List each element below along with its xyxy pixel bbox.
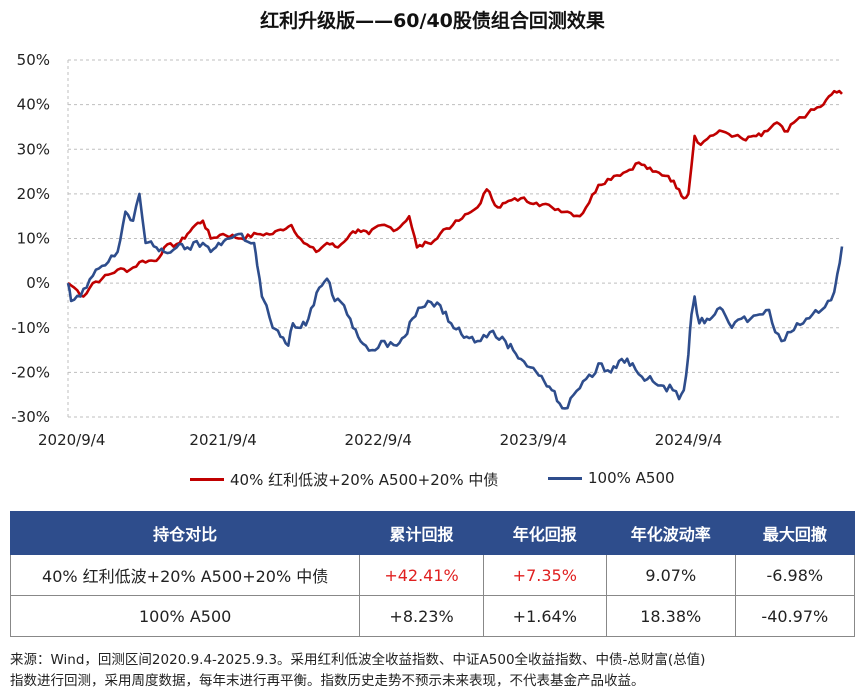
y-tick-label: 20% (17, 185, 50, 203)
stats-table: 持仓对比 累计回报 年化回报 年化波动率 最大回撤 40% 红利低波+20% A… (9, 511, 856, 637)
x-tick-label: 2023/9/4 (500, 431, 567, 449)
y-axis-ticks: 50% 40% 30% 20% 10% 0% -10% -20% -30% (11, 51, 50, 426)
header-drawdown: 最大回撤 (734, 511, 856, 555)
legend-item-portfolio: 40% 红利低波+20% A500+20% 中债 (190, 469, 498, 490)
source-note: 来源：Wind，回测区间2020.9.4-2025.9.3。采用红利低波全收益指… (10, 650, 860, 692)
chart-legend: 40% 红利低波+20% A500+20% 中债 100% A500 (0, 469, 865, 493)
row1-holding: 40% 红利低波+20% A500+20% 中债 (9, 554, 361, 596)
source-note-line2: 指数进行回测，采用周度数据，每年末进行再平衡。指数历史走势不预示未来表现，不代表… (10, 673, 645, 689)
x-tick-label: 2022/9/4 (345, 431, 412, 449)
header-volatility: 年化波动率 (605, 511, 736, 555)
table-row: 100% A500 +8.23% +1.64% 18.38% -40.97% (9, 595, 856, 637)
legend-item-a500: 100% A500 (548, 469, 675, 487)
table-row: 40% 红利低波+20% A500+20% 中债 +42.41% +7.35% … (9, 554, 856, 596)
y-tick-label: -30% (11, 408, 50, 426)
y-tick-label: 0% (26, 274, 50, 292)
y-tick-label: -10% (11, 319, 50, 337)
source-note-line1: 来源：Wind，回测区间2020.9.4-2025.9.3。采用红利低波全收益指… (10, 652, 706, 668)
chart-series (66, 89, 844, 410)
legend-swatch-a500 (548, 476, 582, 480)
legend-swatch-portfolio (190, 478, 224, 481)
table-header-row: 持仓对比 累计回报 年化回报 年化波动率 最大回撤 (9, 511, 856, 555)
line-chart: 50%40%30%20%10%0%-10%-20%-30% 2020/9/4 20… (11, 51, 844, 449)
header-annualized: 年化回报 (482, 511, 607, 555)
series-line-portfolio (67, 89, 843, 298)
row1-drawdown: -6.98% (734, 554, 856, 596)
header-holding: 持仓对比 (9, 511, 361, 555)
row1-annualized: +7.35% (482, 554, 607, 596)
row2-drawdown: -40.97% (734, 595, 856, 637)
legend-label-a500: 100% A500 (588, 469, 675, 487)
row2-annualized: +1.64% (482, 595, 607, 637)
row2-volatility: 18.38% (605, 595, 736, 637)
legend-label-portfolio: 40% 红利低波+20% A500+20% 中债 (230, 471, 499, 489)
header-cumulative: 累计回报 (359, 511, 484, 555)
y-tick-label: -20% (11, 363, 50, 381)
row2-holding: 100% A500 (9, 595, 361, 637)
row1-volatility: 9.07% (605, 554, 736, 596)
y-tick-label: 40% (17, 96, 50, 114)
chart-grid (67, 59, 842, 418)
series-line-a500 (66, 192, 844, 410)
x-tick-label: 2024/9/4 (655, 431, 722, 449)
chart-title: 红利升级版——60/40股债组合回测效果 (260, 10, 605, 32)
x-tick-label: 2020/9/4 (38, 431, 105, 449)
y-tick-label: 30% (17, 140, 50, 158)
row1-cumulative: +42.41% (359, 554, 484, 596)
y-tick-label: 10% (17, 230, 50, 248)
x-axis-ticks: 2020/9/4 2021/9/4 2022/9/4 2023/9/4 2024/9/4 (38, 431, 722, 449)
x-tick-label: 2021/9/4 (189, 431, 256, 449)
y-tick-label: 50% (17, 51, 50, 69)
row2-cumulative: +8.23% (359, 595, 484, 637)
